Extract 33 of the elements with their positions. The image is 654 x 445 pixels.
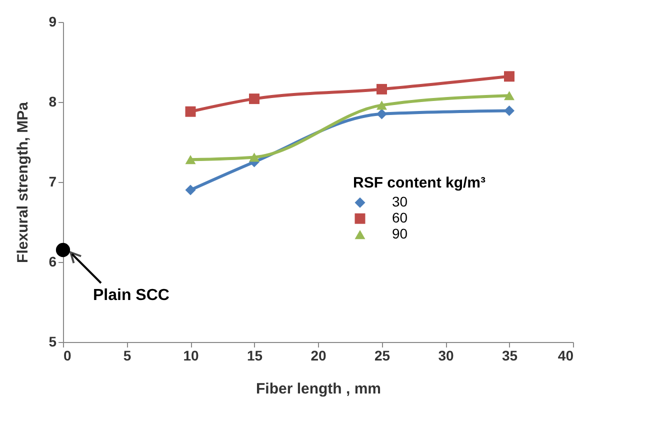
point: [376, 100, 387, 110]
point: [249, 94, 260, 104]
y-tick-label: 8: [48, 94, 57, 110]
x-tick-label: 0: [64, 348, 72, 364]
y-tick-label: 5: [48, 334, 57, 350]
point: [56, 242, 70, 258]
point: [504, 106, 514, 116]
point: [185, 184, 196, 196]
point: [504, 71, 514, 82]
x-axis-title: Fiber length , mm: [256, 380, 382, 398]
y-axis-title: Flexural strength, MPa: [14, 101, 32, 263]
point: [249, 152, 260, 162]
x-tick-label: 5: [123, 348, 132, 364]
x-tick-label: 40: [558, 348, 574, 364]
legend-title: RSF content kg/m³: [353, 174, 486, 192]
point: [376, 84, 387, 94]
x-tick-label: 35: [502, 348, 518, 364]
legend-label: 60: [392, 210, 408, 226]
legend-label: 30: [392, 194, 408, 210]
point: [504, 91, 514, 100]
y-tick-label: 9: [48, 14, 57, 30]
x-tick-label: 20: [310, 348, 326, 364]
point: [185, 106, 196, 117]
x-tick-label: 10: [183, 348, 199, 364]
point: [376, 108, 387, 120]
annotation: Plain SCC: [93, 287, 170, 304]
y-tick-label: 6: [48, 254, 57, 270]
x-tick-label: 15: [246, 348, 263, 364]
y-tick-label: 7: [48, 174, 57, 190]
x-tick-label: 25: [374, 348, 390, 364]
point: [185, 155, 196, 164]
legend-label: 90: [392, 226, 408, 242]
x-tick-label: 30: [438, 348, 454, 364]
